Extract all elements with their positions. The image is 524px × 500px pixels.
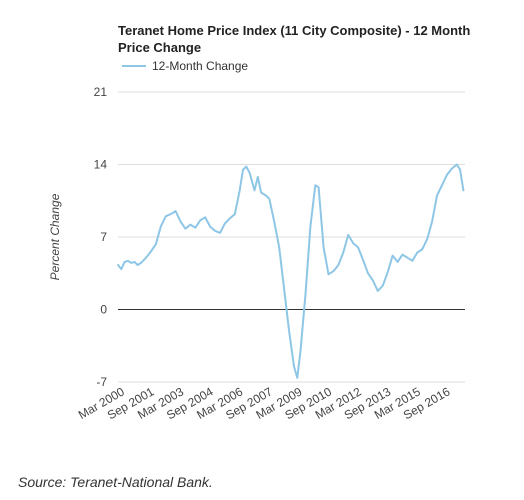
y-tick-label: 21: [94, 85, 108, 99]
y-tick-label: 14: [94, 158, 108, 172]
y-tick-label: -7: [96, 375, 107, 389]
y-axis-ticks: -7 0 7 14 21: [94, 85, 108, 389]
legend-label: 12-Month Change: [152, 59, 248, 73]
source-note: Source: Teranet-National Bank.: [18, 474, 213, 490]
gridlines: [118, 91, 465, 383]
legend[interactable]: 12-Month Change: [122, 59, 248, 73]
y-axis-title: Percent Change: [48, 193, 62, 280]
chart-title-line2: Price Change: [118, 40, 201, 55]
y-tick-label: 0: [100, 303, 107, 317]
y-tick-label: 7: [100, 230, 107, 244]
chart-title-line1: Teranet Home Price Index (11 City Compos…: [118, 23, 470, 38]
chart: Teranet Home Price Index (11 City Compos…: [48, 23, 470, 422]
series-line-12-month-change: [117, 163, 465, 379]
